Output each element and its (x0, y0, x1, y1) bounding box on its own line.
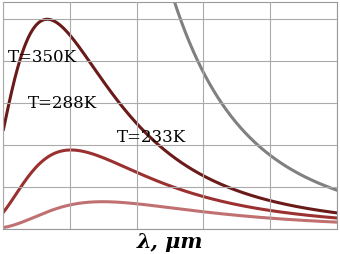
X-axis label: λ, μm: λ, μm (137, 231, 203, 250)
Text: T=350K: T=350K (7, 49, 77, 66)
Text: T=233K: T=233K (117, 129, 186, 146)
Text: T=288K: T=288K (28, 95, 97, 112)
